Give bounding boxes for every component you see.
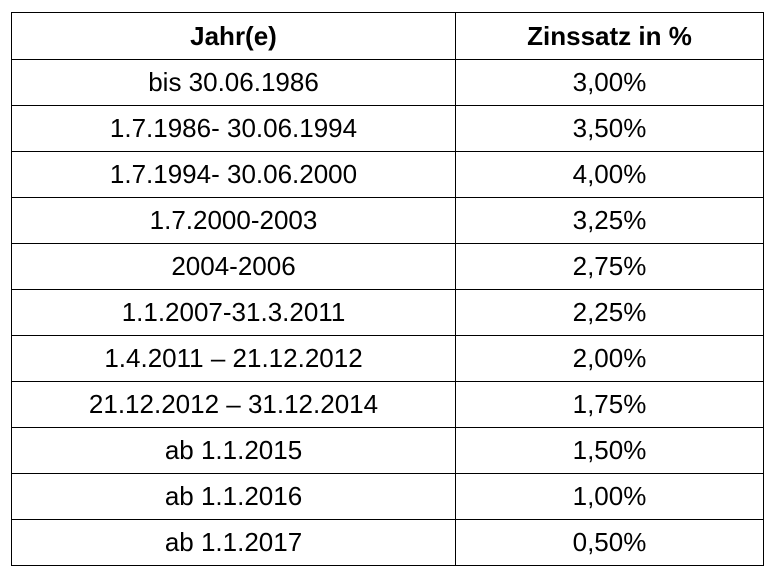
cell-interest-rate: 3,00% xyxy=(455,59,764,106)
cell-years: 1.7.1986- 30.06.1994 xyxy=(11,105,456,152)
cell-years: 21.12.2012 – 31.12.2014 xyxy=(11,381,456,428)
table-body: bis 30.06.1986 3,00% 1.7.1986- 30.06.1994 3… xyxy=(11,59,764,566)
interest-rate-table: Jahr(e) Zinssatz in % bis 30.06.1986 3,00… xyxy=(11,12,764,566)
cell-years: 1.4.2011 – 21.12.2012 xyxy=(11,335,456,382)
cell-years: 2004-2006 xyxy=(11,243,456,290)
table-row: 21.12.2012 – 31.12.2014 1,75% xyxy=(11,381,764,428)
interest-rate-table-container: Jahr(e) Zinssatz in % bis 30.06.1986 3,00… xyxy=(11,12,764,566)
header-interest-rate: Zinssatz in % xyxy=(455,12,764,60)
table-row: 2004-2006 2,75% xyxy=(11,243,764,290)
cell-interest-rate: 0,50% xyxy=(455,519,764,566)
cell-interest-rate: 4,00% xyxy=(455,151,764,198)
cell-interest-rate: 1,00% xyxy=(455,473,764,520)
header-years: Jahr(e) xyxy=(11,12,456,60)
cell-years: bis 30.06.1986 xyxy=(11,59,456,106)
cell-interest-rate: 1,50% xyxy=(455,427,764,474)
cell-years: ab 1.1.2016 xyxy=(11,473,456,520)
cell-years: 1.7.2000-2003 xyxy=(11,197,456,244)
table-row: bis 30.06.1986 3,00% xyxy=(11,59,764,106)
table-row: ab 1.1.2017 0,50% xyxy=(11,519,764,566)
cell-interest-rate: 2,75% xyxy=(455,243,764,290)
table-row: ab 1.1.2016 1,00% xyxy=(11,473,764,520)
cell-interest-rate: 2,00% xyxy=(455,335,764,382)
cell-years: 1.1.2007-31.3.2011 xyxy=(11,289,456,336)
table-row: 1.4.2011 – 21.12.2012 2,00% xyxy=(11,335,764,382)
cell-years: ab 1.1.2015 xyxy=(11,427,456,474)
table-row: ab 1.1.2015 1,50% xyxy=(11,427,764,474)
cell-interest-rate: 3,50% xyxy=(455,105,764,152)
cell-interest-rate: 3,25% xyxy=(455,197,764,244)
cell-interest-rate: 1,75% xyxy=(455,381,764,428)
cell-years: 1.7.1994- 30.06.2000 xyxy=(11,151,456,198)
table-row: 1.7.1986- 30.06.1994 3,50% xyxy=(11,105,764,152)
cell-years: ab 1.1.2017 xyxy=(11,519,456,566)
table-row: 1.1.2007-31.3.2011 2,25% xyxy=(11,289,764,336)
table-row: 1.7.2000-2003 3,25% xyxy=(11,197,764,244)
cell-interest-rate: 2,25% xyxy=(455,289,764,336)
table-row: 1.7.1994- 30.06.2000 4,00% xyxy=(11,151,764,198)
table-header-row: Jahr(e) Zinssatz in % xyxy=(11,12,764,60)
